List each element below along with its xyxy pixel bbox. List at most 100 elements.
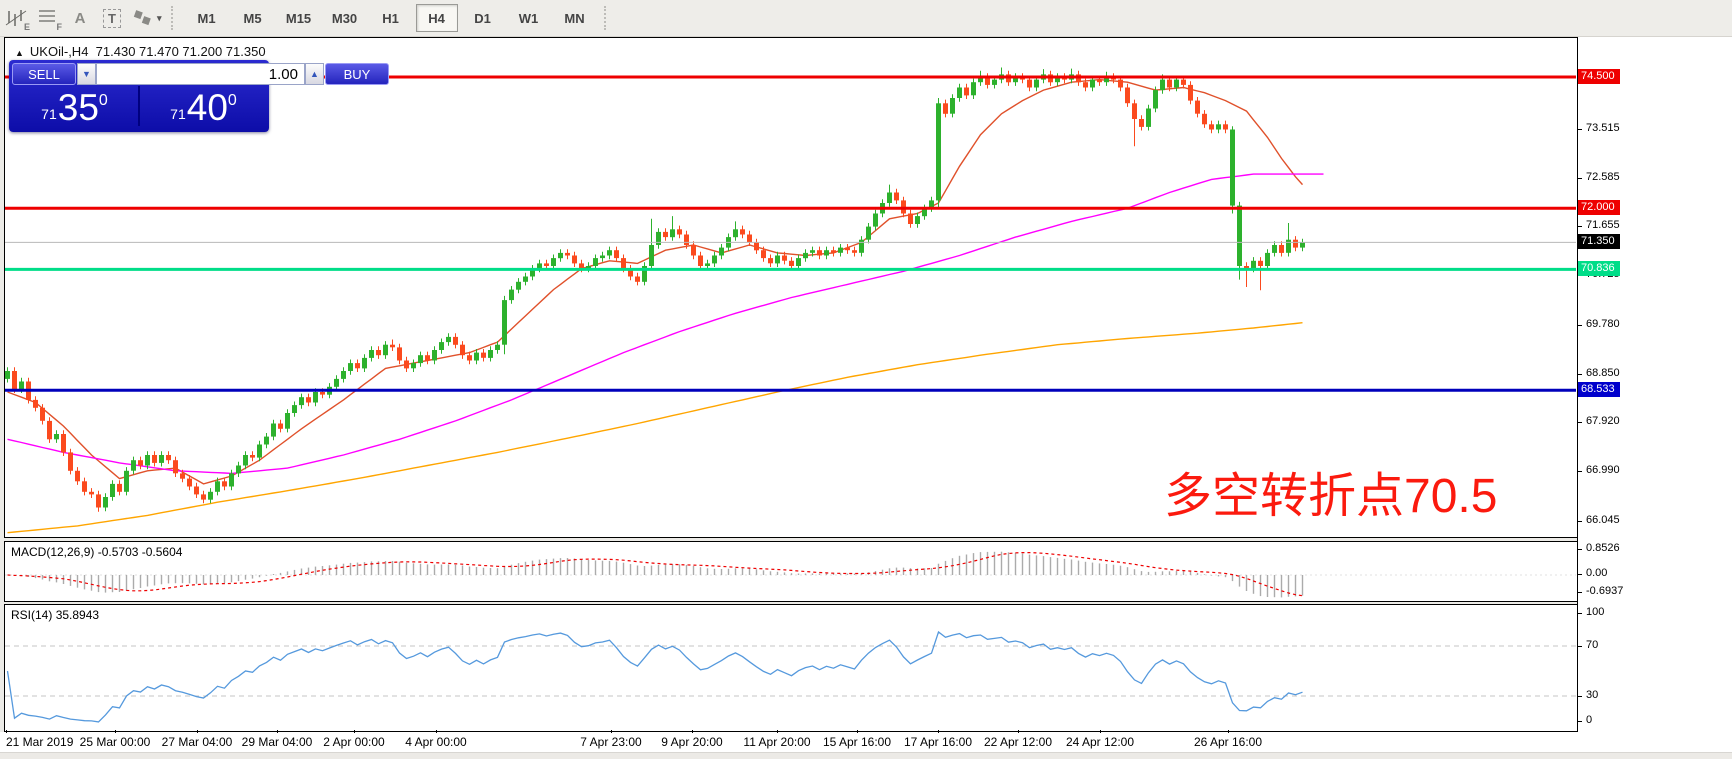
candle-body [691, 245, 696, 256]
candle-body [922, 208, 927, 217]
main-chart-panel[interactable]: ▲ UKOil-,H4 71.430 71.470 71.200 71.350 S… [4, 37, 1577, 538]
price-tick-label: 69.780 [1586, 318, 1620, 330]
macd-axis-label: -0.6937 [1586, 585, 1624, 597]
candle-body [75, 470, 80, 482]
time-tick [6, 730, 7, 733]
candle-body [1300, 242, 1305, 248]
candle-body [1202, 113, 1207, 125]
price-badge: 72.000 [1578, 200, 1620, 215]
candle-body [117, 483, 122, 492]
rsi-label: RSI(14) 35.8943 [11, 608, 100, 622]
candle-body [1097, 79, 1102, 83]
candle-body [1272, 245, 1277, 253]
candle-body [460, 344, 465, 356]
candle-body [355, 363, 360, 369]
timeframe-button-h4[interactable]: H4 [415, 4, 458, 32]
candle-body [453, 336, 458, 345]
time-label: 17 Apr 16:00 [903, 735, 973, 749]
candle-body [299, 397, 304, 406]
buy-price-tile[interactable]: 71 40 0 [140, 86, 267, 126]
candle-body [712, 255, 717, 264]
candle-body [439, 342, 444, 350]
candle-body [474, 352, 479, 361]
time-axis[interactable]: 21 Mar 2019 25 Mar 00:00 27 Mar 04:00 29… [0, 730, 1732, 752]
chart-annotation-text: 多空转折点70.5 [1164, 470, 1498, 523]
candle-body [313, 392, 318, 403]
candle-body [446, 336, 451, 343]
timeframe-button-m1[interactable]: M1 [197, 10, 216, 26]
candle-body [1293, 239, 1298, 248]
price-badge: 70.836 [1578, 261, 1620, 276]
price-tick [1578, 325, 1582, 326]
chart-candles-icon: E [4, 7, 30, 32]
price-tick-label: 66.045 [1586, 514, 1620, 526]
indicators-icon-button[interactable]: E [2, 4, 30, 32]
macd-panel[interactable]: MACD(12,26,9) -0.5703 -0.5604 [4, 541, 1577, 602]
volume-input[interactable] [96, 63, 305, 85]
candle-body [334, 378, 339, 387]
price-axis[interactable]: 73.515 72.585 71.655 70.725 69.780 68.85… [1578, 37, 1732, 751]
text-box-button[interactable]: T [98, 4, 126, 32]
candle-body [1216, 124, 1221, 130]
candle-body [775, 255, 780, 264]
candle-body [964, 87, 969, 96]
buy-button[interactable]: BUY [325, 63, 389, 85]
timeframe-button-m5[interactable]: M5 [243, 10, 262, 26]
symbol-period-label: UKOil-,H4 [29, 44, 89, 59]
candle-body [89, 491, 94, 495]
candle-body [201, 494, 206, 500]
candle-body [523, 276, 528, 282]
timeframe-button-mn[interactable]: MN [564, 10, 585, 26]
time-label: 21 Mar 2019 [6, 735, 74, 749]
candle-body [656, 231, 661, 245]
grid-icon-button[interactable]: F [34, 4, 62, 32]
time-tick [857, 730, 858, 733]
candle-body [481, 352, 486, 358]
candle-body [383, 344, 388, 356]
rsi-axis-label: 30 [1586, 689, 1599, 701]
candle-body [859, 239, 864, 253]
volume-down-button[interactable]: ▼ [77, 63, 96, 85]
sell-button[interactable]: SELL [12, 63, 76, 85]
ma-line-slow [7, 322, 1303, 534]
candle-body [894, 192, 899, 201]
price-tick-label: 73.515 [1586, 122, 1620, 134]
candle-body [747, 234, 752, 243]
candle-body [138, 460, 143, 466]
candle-body [810, 250, 815, 253]
candle-body [1160, 79, 1165, 91]
price-tick-label: 68.850 [1586, 367, 1620, 379]
candle-body [838, 247, 843, 253]
candle-body [229, 473, 234, 487]
timeframe-button-d1[interactable]: D1 [474, 10, 491, 26]
candle-body [257, 444, 262, 458]
text-label-button[interactable]: A [66, 4, 94, 32]
sell-price-tile[interactable]: 71 35 0 [11, 86, 140, 126]
shapes-icon [131, 7, 155, 29]
price-tick [1578, 374, 1582, 375]
rsi-panel[interactable]: RSI(14) 35.8943 [4, 604, 1577, 732]
candle-body [579, 263, 584, 269]
candle-body [1013, 77, 1018, 83]
collapse-triangle-icon[interactable]: ▲ [15, 48, 24, 58]
timeframe-button-h1[interactable]: H1 [382, 10, 399, 26]
timeframe-button-m30[interactable]: M30 [331, 10, 358, 26]
timeframe-button-w1[interactable]: W1 [518, 10, 539, 26]
candle-body [1034, 79, 1039, 88]
candle-body [411, 363, 416, 369]
candle-body [124, 470, 129, 492]
candle-body [222, 481, 227, 487]
ohlc-values-label: 71.430 71.470 71.200 71.350 [95, 44, 266, 59]
time-tick [115, 730, 116, 733]
timeframe-button-m15[interactable]: M15 [285, 10, 312, 26]
objects-dropdown-button[interactable]: ▾ [130, 4, 163, 32]
candle-body [208, 491, 213, 500]
time-tick [354, 730, 355, 733]
time-tick [277, 730, 278, 733]
price-tick [1578, 129, 1582, 130]
volume-up-button[interactable]: ▲ [305, 63, 324, 85]
candle-body [824, 250, 829, 256]
time-label: 27 Mar 04:00 [161, 735, 233, 749]
candle-body [586, 266, 591, 269]
toolbar-separator [170, 6, 178, 30]
